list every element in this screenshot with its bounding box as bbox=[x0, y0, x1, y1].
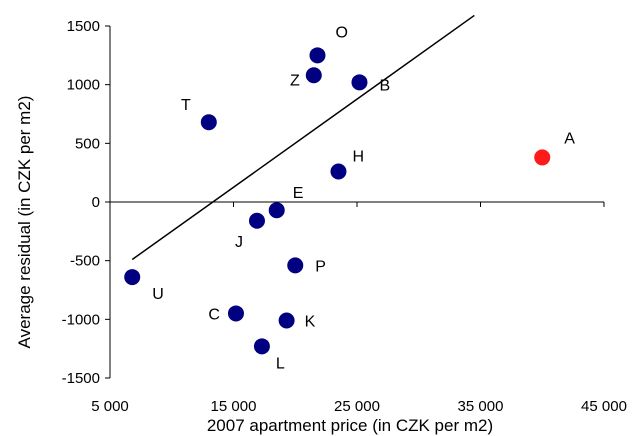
point-label-k: K bbox=[305, 314, 316, 331]
data-point-p bbox=[287, 257, 304, 274]
point-label-u: U bbox=[152, 286, 164, 303]
data-point-c bbox=[227, 305, 244, 322]
data-point-b bbox=[351, 74, 368, 91]
y-tick-label: -1000 bbox=[62, 311, 100, 328]
point-label-h: H bbox=[352, 148, 364, 165]
data-point-o bbox=[309, 47, 326, 64]
x-tick-label: 45 000 bbox=[581, 398, 627, 415]
y-tick-label: 1500 bbox=[67, 18, 100, 35]
point-label-z: Z bbox=[290, 72, 300, 89]
data-point-t bbox=[200, 114, 217, 131]
y-tick-label: -1500 bbox=[62, 370, 100, 387]
x-tick-label: 15 000 bbox=[211, 398, 257, 415]
point-label-t: T bbox=[181, 97, 191, 114]
point-label-c: C bbox=[208, 306, 220, 323]
data-point-l bbox=[253, 338, 270, 355]
data-point-z bbox=[305, 67, 322, 84]
data-point-a bbox=[534, 149, 551, 166]
data-point-h bbox=[330, 163, 347, 180]
y-tick-label: 1000 bbox=[67, 77, 100, 94]
y-tick-label: 0 bbox=[92, 194, 100, 211]
x-tick-label: 5 000 bbox=[91, 398, 129, 415]
trend-line bbox=[131, 14, 475, 261]
x-tick-label: 25 000 bbox=[334, 398, 380, 415]
point-label-a: A bbox=[564, 130, 575, 147]
y-tick-label: 500 bbox=[75, 135, 100, 152]
point-label-l: L bbox=[276, 355, 285, 372]
plot-area: 1500 1000 500 0 -500 -1000 -1500 5 000 15 000 25 … bbox=[62, 14, 627, 415]
point-label-j: J bbox=[235, 234, 243, 251]
point-label-o: O bbox=[335, 24, 347, 41]
y-tick-label: -500 bbox=[70, 253, 100, 270]
data-point-k bbox=[278, 312, 295, 329]
data-point-j bbox=[248, 212, 265, 229]
x-tick-label: 35 000 bbox=[458, 398, 504, 415]
point-label-p: P bbox=[315, 258, 326, 275]
data-point-u bbox=[124, 269, 141, 286]
y-axis-title: Average residual (in CZK per m2) bbox=[15, 96, 34, 349]
data-point-e bbox=[268, 202, 285, 219]
point-label-e: E bbox=[293, 185, 304, 202]
point-label-b: B bbox=[379, 77, 390, 94]
x-axis-title: 2007 apartment price (in CZK per m2) bbox=[207, 416, 493, 435]
